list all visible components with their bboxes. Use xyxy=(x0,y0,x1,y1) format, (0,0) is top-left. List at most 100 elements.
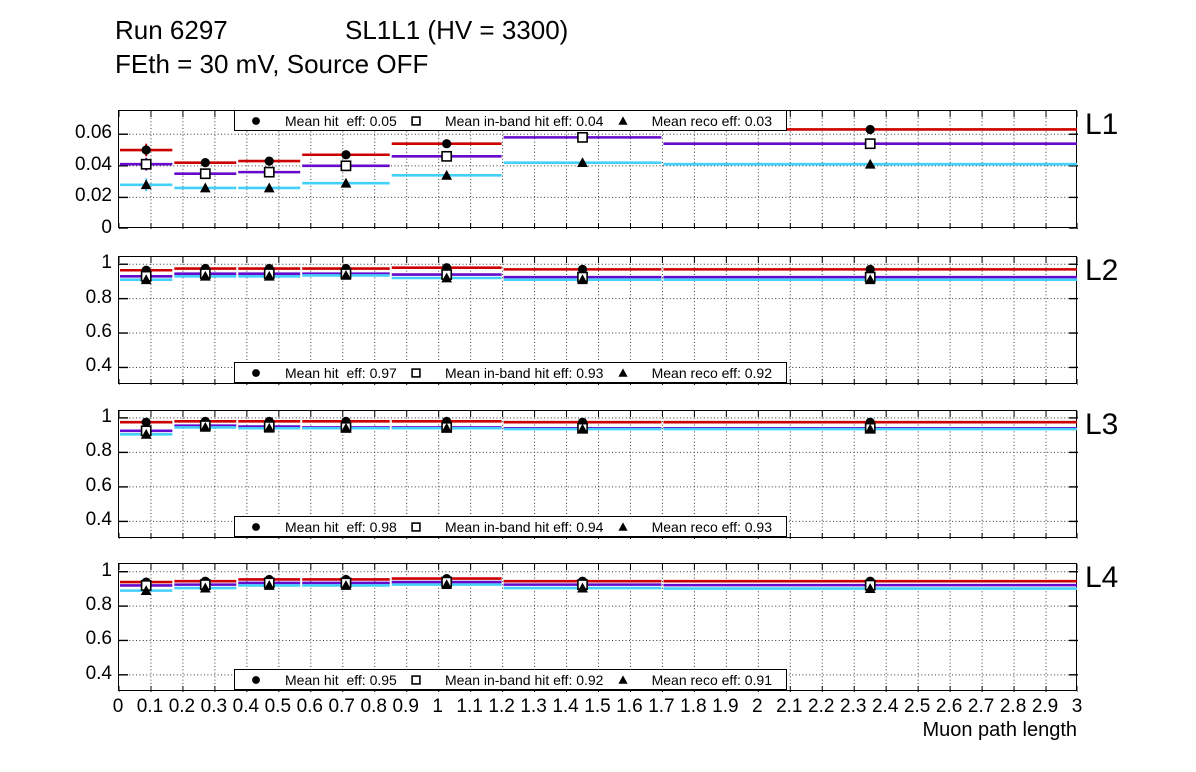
legend-entry-label: Mean in-band hit eff: 0.92 xyxy=(444,671,604,688)
chamber-title: SL1L1 (HV = 3300) xyxy=(345,15,569,45)
data-marker-triangle xyxy=(263,270,275,281)
data-marker-open-square xyxy=(199,168,211,180)
data-marker-triangle xyxy=(199,582,211,593)
x-axis-tick-label: 0.5 xyxy=(264,696,292,717)
data-marker-triangle xyxy=(864,423,876,434)
data-marker-triangle xyxy=(577,157,588,168)
x-axis-tick-label: 2.6 xyxy=(935,696,963,717)
data-marker-circle xyxy=(865,264,875,274)
data-marker-triangle xyxy=(263,422,275,433)
panel-L2-legend: Mean hit eff: 0.97 Mean in-band hit eff: … xyxy=(234,362,787,383)
x-axis-tick-label: 2.7 xyxy=(967,696,995,717)
panel-label-L3: L3 xyxy=(1085,408,1119,441)
panel-L1-ytick-label: 0.06 xyxy=(75,122,112,144)
x-axis-tick-label: 1.7 xyxy=(648,696,675,717)
x-axis-tick-label: 2.5 xyxy=(903,696,931,717)
data-marker-open-square xyxy=(411,115,421,126)
legend-square-glyph xyxy=(411,115,421,126)
x-axis-tick-label: 2.9 xyxy=(1031,696,1059,717)
panel-L4-ytick-label: 0.8 xyxy=(85,594,112,616)
data-marker-triangle xyxy=(618,367,628,377)
x-axis-tick-label: 0.9 xyxy=(392,696,419,717)
panel-L4-ytick-label: 1 xyxy=(101,559,112,581)
x-axis-tick-label: 0.7 xyxy=(328,696,355,717)
data-marker-triangle xyxy=(140,585,152,596)
panel-L1-ytick-label: 0 xyxy=(101,217,112,238)
panel-L3-legend: Mean hit eff: 0.98 Mean in-band hit eff: … xyxy=(234,516,787,537)
legend-entry-label: Mean reco eff: 0.92 xyxy=(651,364,772,381)
x-axis-tick-label: 2.4 xyxy=(871,696,899,717)
data-marker-triangle xyxy=(441,272,453,283)
data-marker-open-square xyxy=(140,158,152,170)
legend-circle-glyph xyxy=(252,116,260,125)
data-marker-triangle xyxy=(340,422,352,433)
legend-entry: Mean hit eff: 0.95 xyxy=(249,672,397,688)
panel-label-L4: L4 xyxy=(1085,561,1119,594)
data-marker-triangle xyxy=(199,270,211,281)
x-axis-tick-label: 1.9 xyxy=(712,696,739,717)
data-marker-circle xyxy=(141,145,151,155)
legend-circle-icon xyxy=(249,520,263,534)
data-marker-triangle xyxy=(441,169,453,180)
legend-triangle-glyph xyxy=(618,674,628,684)
legend-entry: Mean in-band hit eff: 0.94 xyxy=(409,518,604,535)
panel-L2-ytick-label: 0.6 xyxy=(85,321,112,343)
data-marker-triangle xyxy=(618,115,628,125)
x-axis-tick-label: 1.4 xyxy=(552,696,579,717)
data-marker-triangle xyxy=(577,582,588,593)
legend-circle-icon xyxy=(249,114,263,128)
legend-entry-label: Mean in-band hit eff: 0.94 xyxy=(444,518,604,535)
legend-entry-label: Mean reco eff: 0.91 xyxy=(651,671,772,688)
x-axis-tick-label: 1.1 xyxy=(456,696,483,717)
legend-entry: Mean reco eff: 0.92 xyxy=(616,365,772,381)
panel-L1-ytick-label: 0.04 xyxy=(75,153,112,175)
legend-entry-label: Mean hit eff: 0.95 xyxy=(285,671,397,688)
legend-entry-label: Mean reco eff: 0.03 xyxy=(651,112,772,129)
run-title: Run 6297 xyxy=(115,15,228,45)
data-marker-triangle xyxy=(263,182,275,193)
legend-entry: Mean hit eff: 0.05 xyxy=(249,113,397,129)
panel-L3-ytick-label: 1 xyxy=(101,405,112,427)
legend-entry: Mean hit eff: 0.98 xyxy=(249,519,397,535)
data-marker-triangle xyxy=(577,274,588,285)
x-axis-tick-label: 2 xyxy=(752,696,763,717)
legend-triangle-icon xyxy=(616,366,630,380)
data-marker-circle xyxy=(865,124,875,135)
panel-L3-ytick-label: 0.6 xyxy=(85,474,112,496)
data-marker-triangle xyxy=(577,423,588,434)
legend-triangle-glyph xyxy=(618,367,628,377)
panel-L2-plot xyxy=(119,257,1078,385)
legend-square-glyph xyxy=(411,521,421,532)
data-marker-circle xyxy=(141,417,151,427)
panel-label-L1: L1 xyxy=(1085,108,1119,141)
data-marker-circle xyxy=(341,150,351,160)
data-marker-triangle xyxy=(441,579,453,590)
panel-L2-ytick-label: 1 xyxy=(101,252,112,274)
panel-L4-legend: Mean hit eff: 0.95 Mean in-band hit eff: … xyxy=(234,669,787,690)
panel-L3-ytick-label: 0.8 xyxy=(85,440,112,462)
legend-entry: Mean reco eff: 0.91 xyxy=(616,672,772,688)
legend-square-icon xyxy=(409,520,423,534)
legend-entry: Mean reco eff: 0.03 xyxy=(616,113,772,129)
data-marker-triangle xyxy=(864,274,876,285)
x-axis-tick-label: 3 xyxy=(1071,696,1083,717)
data-marker-triangle xyxy=(199,182,211,193)
data-marker-triangle xyxy=(441,422,453,433)
x-axis-tick-label: 2.3 xyxy=(840,696,867,717)
legend-square-glyph xyxy=(411,367,421,378)
panel-label-L2: L2 xyxy=(1085,254,1119,287)
x-axis-tick-label: 0.8 xyxy=(360,696,387,717)
legend-square-icon xyxy=(409,366,423,380)
data-marker-open-square xyxy=(411,521,421,532)
data-marker-open-square xyxy=(340,160,352,172)
data-marker-triangle xyxy=(618,521,628,531)
x-axis-tick-label: 1.8 xyxy=(680,696,707,717)
panel-L4-ytick-label: 0.4 xyxy=(85,662,112,684)
data-marker-circle xyxy=(264,156,274,166)
x-axis-tick-label: 2.1 xyxy=(776,696,803,717)
x-axis-tick-label: 1.5 xyxy=(584,696,611,717)
legend-circle-icon xyxy=(249,673,263,687)
legend-circle-icon xyxy=(249,366,263,380)
x-axis-tick-label: 0.6 xyxy=(296,696,324,717)
